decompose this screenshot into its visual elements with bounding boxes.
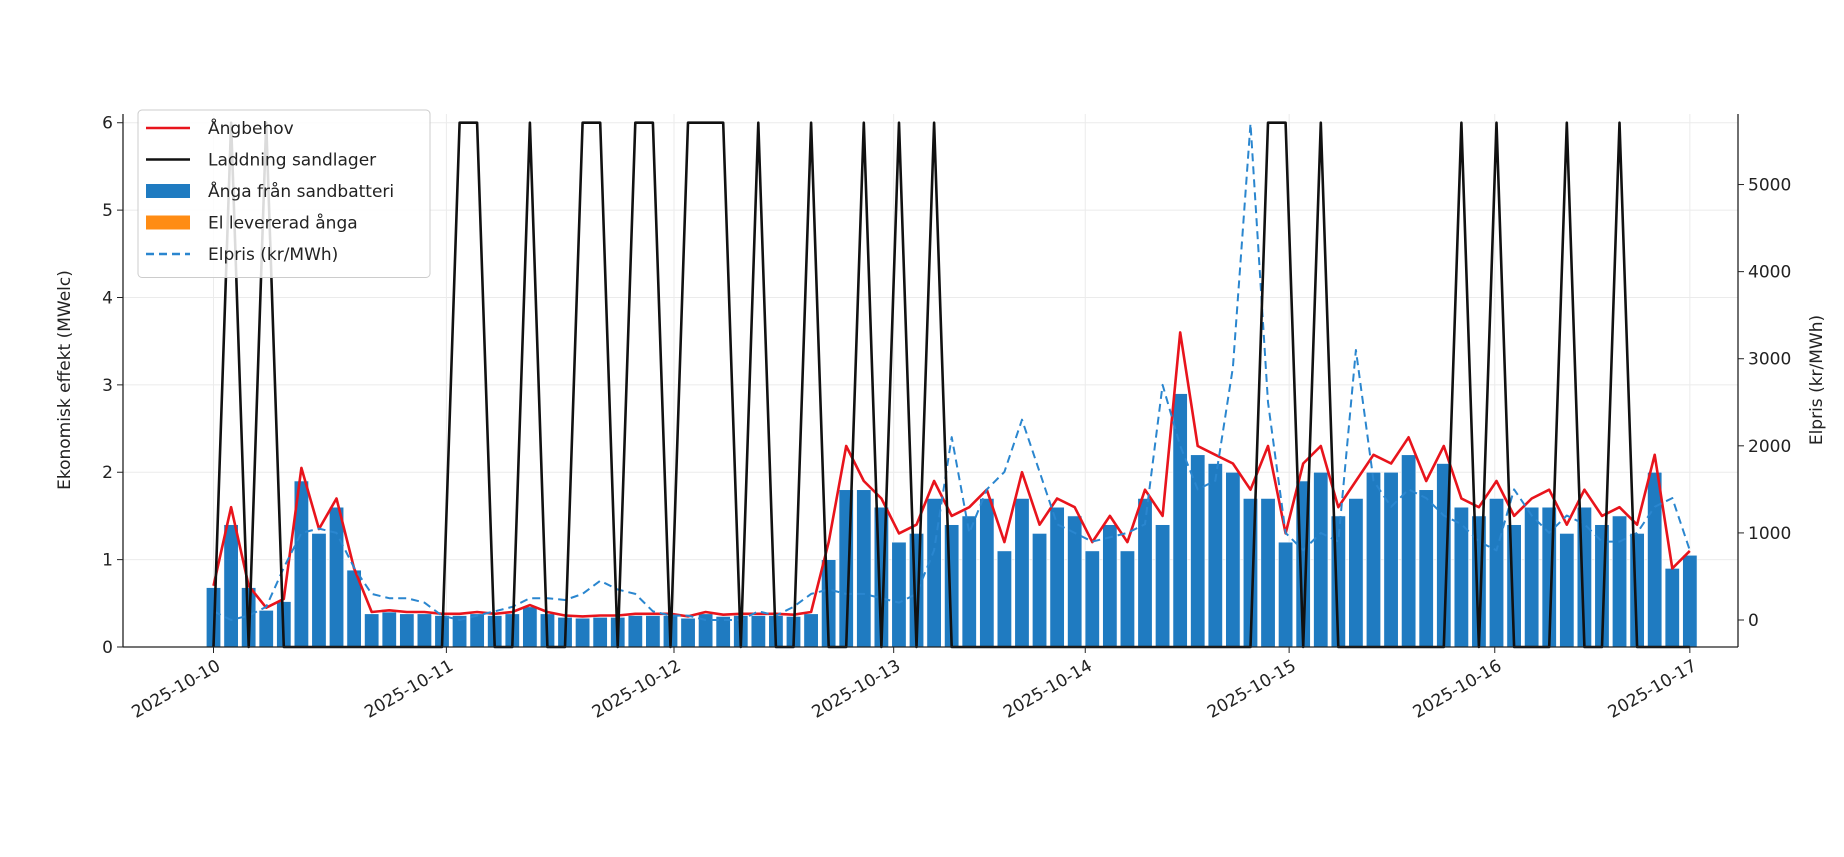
y-tick-label: 3 [102,376,113,396]
y2-tick-label: 0 [1748,611,1759,631]
legend-label: Ångbehov [208,117,294,139]
legend: Ångbehov Laddning sandlager Ånga från sand… [137,109,431,278]
bar [522,606,538,648]
line [212,331,1691,618]
bar [645,615,661,648]
y-tick-label: 4 [102,288,113,308]
bar [891,541,907,648]
bar [1260,498,1276,648]
y-tick-label: 2 [102,463,113,483]
y2-tick-label: 2000 [1748,437,1791,457]
x-tick-label: 2025-10-10 [128,656,224,723]
bar [1067,515,1083,648]
bar [1348,498,1364,648]
bar [1418,489,1434,648]
legend-label: Laddning sandlager [208,151,376,171]
bar [1401,454,1417,648]
legend-label: El levererad ånga [208,213,358,234]
x-tick-label: 2025-10-13 [809,656,905,723]
y-axis-label: Ekonomisk effekt (MWelc) [55,270,75,490]
bar [223,524,239,648]
bar [996,550,1012,648]
bar [1559,533,1575,648]
bar [575,617,591,648]
y2-tick-label: 3000 [1748,350,1791,370]
legend-label: Ånga från sandbatteri [208,180,394,202]
bar [627,615,643,648]
legend-swatch [146,215,190,230]
legend-label: Elpris (kr/MWh) [208,245,338,265]
bar [258,610,274,648]
bar [1225,471,1241,648]
bar [469,613,485,648]
bar [1084,550,1100,648]
bar [1155,524,1171,648]
bar [1365,471,1381,648]
bar [1612,515,1628,648]
bar [399,613,415,648]
y-tick-label: 6 [102,114,113,134]
bar [961,515,977,648]
bar [1313,471,1329,648]
bar [1049,506,1065,648]
bar [1664,568,1680,648]
bar [1102,524,1118,648]
y-tick-label: 5 [102,201,113,221]
bar [364,613,380,648]
bar [1489,498,1505,648]
bar [592,616,608,648]
x-tick-label: 2025-10-17 [1605,656,1701,723]
y2-axis-label: Elpris (kr/MWh) [1807,315,1827,445]
y2-tick-label: 4000 [1748,263,1791,283]
x-tick-label: 2025-10-16 [1410,656,1506,723]
bar [1278,541,1294,648]
bar [1207,463,1223,648]
x-tick-label: 2025-10-12 [589,656,685,723]
bar [803,613,819,648]
bar [1524,506,1540,648]
y2-tick-label: 5000 [1748,176,1791,196]
bar [329,506,345,648]
bar [381,611,397,648]
line [213,122,1691,621]
bar [1119,550,1135,648]
y-tick-label: 1 [102,551,113,571]
legend-swatch [146,184,190,198]
x-tick-label: 2025-10-14 [1000,656,1096,723]
bar [856,489,872,648]
y-tick-label: 0 [102,638,113,658]
bar [1032,533,1048,648]
bar [715,616,731,648]
bar [311,533,327,648]
x-tick-label: 2025-10-15 [1204,656,1300,723]
bar [680,617,696,648]
bar [1190,454,1206,648]
bar [1014,498,1030,648]
bar [416,613,432,648]
legend-box [137,109,431,278]
bar [1172,393,1188,648]
bar [926,498,942,648]
bar [1647,471,1663,648]
y2-tick-label: 1000 [1748,524,1791,544]
x-tick-label: 2025-10-11 [361,656,457,723]
bar [1682,554,1698,648]
bar [979,498,995,648]
bar [750,615,766,648]
